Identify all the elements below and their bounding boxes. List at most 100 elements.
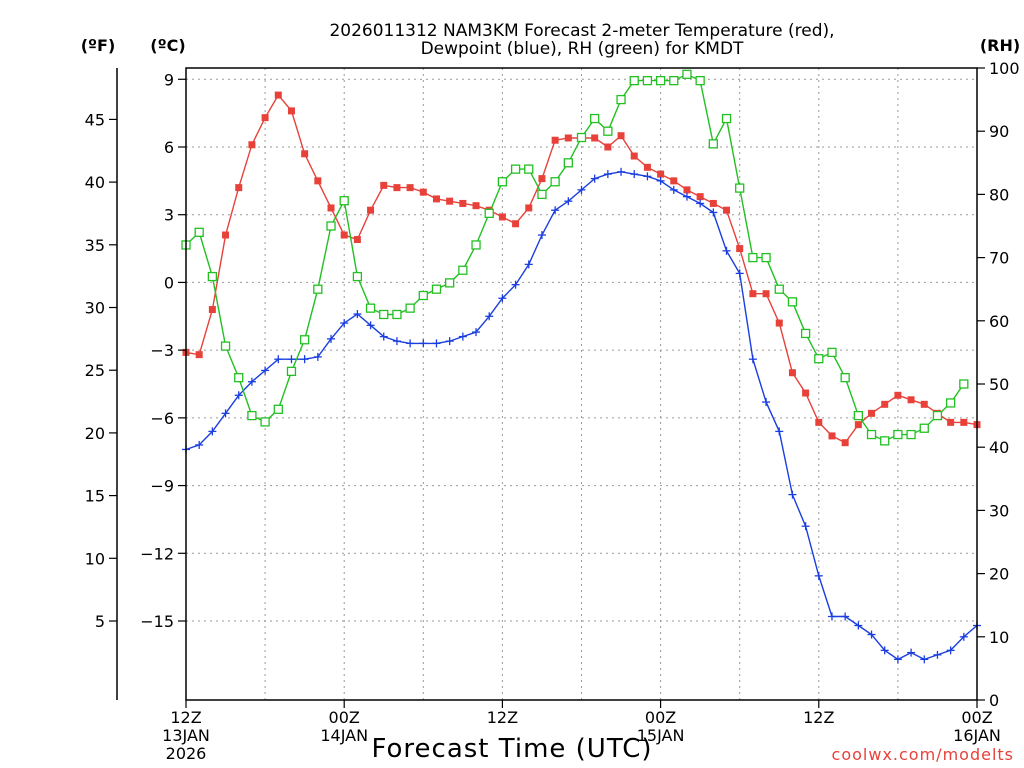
dewpoint-point (234, 391, 243, 400)
temperature-point (709, 199, 717, 207)
x-tick-label: 14JAN (320, 726, 368, 745)
x-tick-label: 12Z (803, 708, 834, 727)
dewpoint-point (709, 208, 718, 217)
dewpoint-point (946, 646, 955, 655)
temperature-point (538, 175, 546, 183)
temperature-point (459, 199, 467, 207)
temperature-point (525, 204, 533, 212)
rh-point (234, 373, 244, 383)
dewpoint-point (564, 197, 573, 206)
rh-point (431, 284, 442, 294)
temperature-point (696, 193, 704, 201)
dewpoint-point (537, 231, 546, 240)
rh-point (787, 297, 798, 307)
dewpoint-point (814, 571, 823, 580)
dewpoint-point (643, 172, 652, 181)
rh-point (616, 94, 626, 105)
rh-point (629, 75, 639, 86)
temperature-point (591, 134, 599, 142)
temperature-point (947, 418, 955, 426)
temperature-point (512, 220, 520, 228)
celsius-tick-label: −15 (140, 612, 174, 631)
rh-point (642, 75, 653, 86)
rh-point (458, 265, 468, 275)
temperature-point (261, 114, 269, 122)
temperature-point (248, 141, 256, 149)
dewpoint-point (735, 269, 744, 278)
rh-point (708, 139, 718, 149)
x-tick-label: 13JAN (162, 726, 210, 745)
dewpoint-point (630, 170, 639, 179)
temperature-point (630, 152, 638, 160)
rh-point (827, 347, 837, 358)
x-tick-label: 00Z (961, 708, 992, 727)
temperature-point (564, 134, 572, 142)
series-rh (181, 69, 969, 446)
dewpoint-point (472, 328, 481, 337)
temperature-point (287, 107, 295, 115)
dewpoint-point (788, 490, 797, 499)
rh-point (273, 404, 283, 414)
x-tick-label: 15JAN (637, 726, 685, 745)
rh-point (418, 290, 428, 301)
dewpoint-point (366, 321, 375, 330)
temperature-point (604, 143, 612, 151)
dewpoint-point (353, 310, 362, 319)
temperature-point (657, 170, 665, 178)
rh-point (655, 75, 666, 86)
temperature-point (222, 231, 230, 239)
dewpoint-point (300, 355, 309, 364)
dewpoint-point (722, 246, 731, 255)
dewpoint-point (524, 260, 533, 269)
dewpoint-point (854, 621, 863, 630)
credit-link[interactable]: coolwx.com/modelts (832, 745, 1014, 764)
rh-point (497, 177, 508, 187)
rh-point (352, 271, 363, 282)
temperature-point (406, 184, 414, 192)
dewpoint-point (247, 377, 256, 386)
temperature-point (683, 186, 691, 194)
dewpoint-point (498, 294, 507, 303)
dewpoint-point (445, 337, 454, 346)
rh-point (866, 429, 877, 440)
rh-point (247, 410, 257, 421)
rh-point (563, 158, 573, 168)
temperature-point (551, 136, 559, 144)
rh-tick-label: 70 (989, 249, 1009, 268)
rh-tick-label: 0 (989, 691, 999, 710)
temperature-point (788, 369, 796, 377)
dewpoint-point (208, 427, 217, 436)
series-layer (181, 69, 981, 664)
rh-point (682, 69, 692, 79)
x-tick-label: 16JAN (953, 726, 1001, 745)
dewpoint-point (696, 199, 705, 208)
dewpoint-point (656, 176, 665, 185)
temperature-point (894, 391, 902, 399)
temperature-point (828, 432, 836, 440)
dewpoint-point (801, 522, 810, 531)
rh-point (484, 208, 494, 219)
rh-point (814, 354, 824, 364)
rh-point (392, 309, 402, 320)
rh-point (761, 252, 771, 263)
rh-point (339, 196, 349, 206)
rh-axis-label: (RH) (980, 36, 1020, 55)
dewpoint-point (287, 355, 296, 364)
x-tick-label: 00Z (329, 708, 360, 727)
celsius-tick-label: −9 (150, 477, 174, 496)
rh-point (695, 75, 705, 86)
x-axis-title: Forecast Time (UTC) (371, 734, 652, 764)
temperature-point (380, 181, 388, 189)
dewpoint-point (762, 398, 771, 407)
temperature-point (841, 439, 849, 447)
temperature-point (235, 184, 243, 192)
dewpoint-point (432, 339, 441, 348)
dewpoint-point (841, 612, 850, 621)
temperature-point (670, 177, 678, 185)
temperature-point (920, 400, 928, 408)
rh-point (880, 436, 890, 446)
x-tick-label: 12Z (170, 708, 201, 727)
dewpoint-point (551, 206, 560, 215)
temperature-point (736, 245, 744, 253)
rh-tick-label: 40 (989, 438, 1009, 457)
